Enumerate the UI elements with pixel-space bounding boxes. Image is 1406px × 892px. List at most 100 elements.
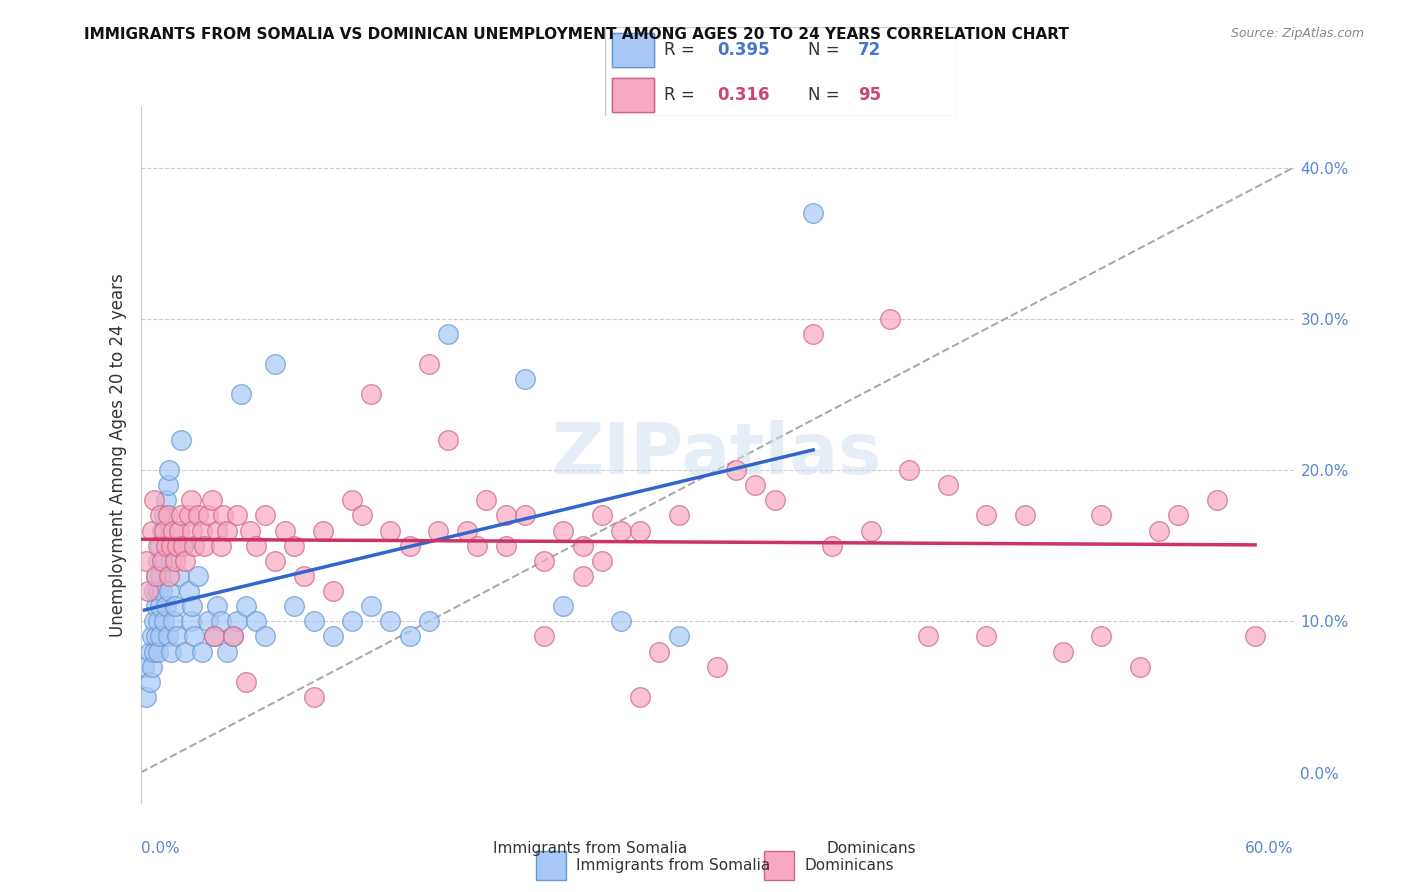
Point xyxy=(553,524,575,538)
Point xyxy=(145,569,167,583)
Point xyxy=(180,493,202,508)
Point xyxy=(936,478,959,492)
Point xyxy=(217,644,239,658)
Point xyxy=(1205,493,1227,508)
Point xyxy=(145,629,167,643)
Point xyxy=(139,674,162,689)
Point xyxy=(533,629,555,643)
Point xyxy=(1129,659,1152,673)
Point xyxy=(146,554,169,568)
Point xyxy=(495,508,517,523)
FancyBboxPatch shape xyxy=(612,33,654,67)
Point xyxy=(398,539,420,553)
Point xyxy=(183,539,205,553)
FancyBboxPatch shape xyxy=(612,33,654,67)
Y-axis label: Unemployment Among Ages 20 to 24 years: Unemployment Among Ages 20 to 24 years xyxy=(108,273,127,637)
FancyBboxPatch shape xyxy=(536,851,567,880)
Point xyxy=(159,569,180,583)
Point xyxy=(1147,524,1170,538)
Point xyxy=(380,615,402,629)
Point xyxy=(201,493,224,508)
Text: 60.0%: 60.0% xyxy=(1246,840,1294,855)
Point xyxy=(202,629,225,643)
Point xyxy=(418,615,440,629)
Point xyxy=(181,524,204,538)
Point xyxy=(360,599,382,614)
Point xyxy=(143,644,166,658)
Point xyxy=(165,554,187,568)
Point xyxy=(495,539,517,553)
Point xyxy=(879,311,901,326)
Point xyxy=(170,433,193,447)
Point xyxy=(170,508,193,523)
Point xyxy=(283,539,305,553)
Point xyxy=(191,644,214,658)
Text: IMMIGRANTS FROM SOMALIA VS DOMINICAN UNEMPLOYMENT AMONG AGES 20 TO 24 YEARS CORR: IMMIGRANTS FROM SOMALIA VS DOMINICAN UNE… xyxy=(84,27,1069,42)
Point xyxy=(312,524,335,538)
Point xyxy=(187,508,209,523)
FancyBboxPatch shape xyxy=(763,851,794,880)
Point xyxy=(427,524,450,538)
Point xyxy=(222,629,245,643)
Point xyxy=(533,554,555,568)
Point xyxy=(207,599,229,614)
Point xyxy=(166,629,188,643)
Point xyxy=(668,508,690,523)
Point xyxy=(155,493,177,508)
Point xyxy=(254,629,277,643)
Point xyxy=(225,508,247,523)
Point xyxy=(146,539,169,553)
Point xyxy=(160,644,183,658)
Point xyxy=(136,584,159,599)
Text: N =: N = xyxy=(808,41,845,59)
Point xyxy=(155,599,177,614)
Point xyxy=(571,569,593,583)
Point xyxy=(1052,644,1074,658)
Point xyxy=(475,493,498,508)
Point xyxy=(165,599,187,614)
Point xyxy=(628,524,651,538)
Point xyxy=(235,674,257,689)
Point xyxy=(322,584,344,599)
Point xyxy=(974,508,997,523)
Point xyxy=(648,644,671,658)
Point xyxy=(859,524,882,538)
Point xyxy=(264,357,287,371)
Text: 95: 95 xyxy=(858,86,880,103)
Point xyxy=(143,584,166,599)
Point xyxy=(149,569,172,583)
Point xyxy=(513,508,536,523)
Point xyxy=(187,569,209,583)
FancyBboxPatch shape xyxy=(612,78,654,112)
Point xyxy=(141,659,163,673)
Point xyxy=(217,524,239,538)
Point xyxy=(974,629,997,643)
Point xyxy=(149,508,172,523)
Point xyxy=(1244,629,1267,643)
Point xyxy=(744,478,766,492)
Point xyxy=(150,554,173,568)
Point xyxy=(628,690,651,704)
Point xyxy=(152,615,174,629)
FancyBboxPatch shape xyxy=(605,27,956,116)
Point xyxy=(610,615,633,629)
Point xyxy=(360,387,382,401)
Point xyxy=(437,326,460,341)
Point xyxy=(134,659,156,673)
Point xyxy=(591,554,613,568)
Point xyxy=(283,599,305,614)
Point xyxy=(212,508,235,523)
Text: 0.395: 0.395 xyxy=(717,41,769,59)
Text: 0.0%: 0.0% xyxy=(141,840,180,855)
Point xyxy=(139,644,162,658)
Text: N =: N = xyxy=(808,86,845,103)
Point xyxy=(149,539,172,553)
Point xyxy=(156,478,179,492)
Point xyxy=(513,372,536,386)
Point xyxy=(155,539,177,553)
Text: Immigrants from Somalia: Immigrants from Somalia xyxy=(576,858,770,872)
Point xyxy=(571,539,593,553)
Point xyxy=(465,539,488,553)
Point xyxy=(398,629,420,643)
Point xyxy=(150,554,173,568)
